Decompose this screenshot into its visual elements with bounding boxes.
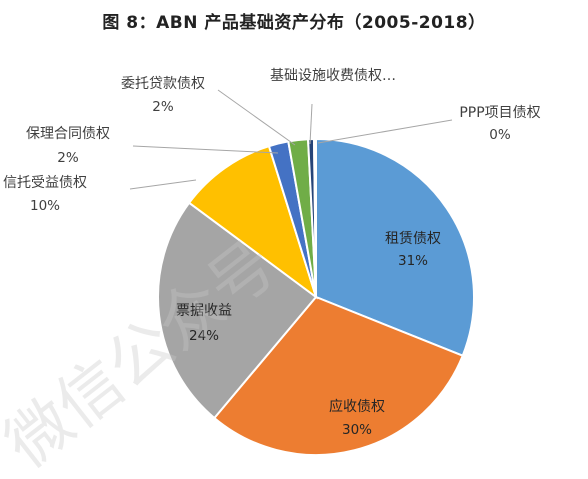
slice-label-4: 保理合同债权 [26,126,110,142]
slice-label-6: 基础设施收费债权… [270,67,396,84]
slice-pct-7: 0% [489,127,511,143]
slice-pct-2: 24% [189,328,219,344]
leader-line-4 [132,145,279,154]
slice-labels: 租赁债权 31% 应收债权 30% 票据收益 24% 信托受益债权 10% 保理合同债权 2% 委托… [3,67,541,438]
slice-label-1: 应收债权 [329,398,385,415]
leader-line-5 [217,89,296,146]
chart-title: 图 8：ABN 产品基础资产分布（2005-2018） [102,13,486,33]
slice-pct-1: 30% [342,422,372,438]
pie-slice-1 [212,295,464,456]
leader-line-3 [129,179,197,190]
pie-slice-7 [312,137,317,298]
slice-pct-3: 10% [30,198,60,214]
leader-line-7 [317,119,453,144]
slice-label-7: PPP项目债权 [459,105,540,121]
slice-pct-4: 2% [57,150,79,166]
pie-slice-3 [187,144,318,300]
slice-pct-5: 2% [152,99,174,115]
slice-label-5: 委托贷款债权 [121,76,205,92]
slice-label-3: 信托受益债权 [3,175,87,191]
slice-pct-0: 31% [398,253,428,269]
leader-line-6 [309,103,313,145]
leader-lines [129,89,453,190]
slice-label-0: 租赁债权 [385,231,441,247]
slice-label-2: 票据收益 [176,303,232,319]
pie-slices [157,137,475,456]
pie-slice-2 [157,201,318,420]
pie-slice-0 [315,137,475,358]
